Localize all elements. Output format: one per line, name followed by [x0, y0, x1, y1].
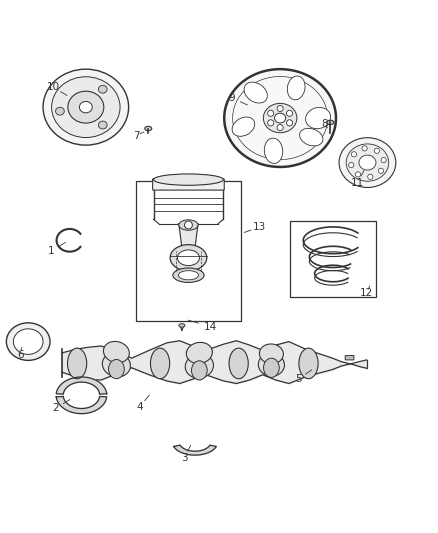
Ellipse shape [99, 121, 107, 129]
Text: 14: 14 [204, 322, 217, 332]
Ellipse shape [287, 76, 305, 100]
Ellipse shape [244, 82, 267, 103]
Ellipse shape [263, 103, 297, 133]
Ellipse shape [43, 69, 129, 145]
Circle shape [277, 106, 283, 111]
Ellipse shape [359, 155, 376, 170]
Ellipse shape [346, 144, 389, 181]
Text: 9: 9 [229, 93, 235, 103]
Ellipse shape [56, 107, 64, 115]
Ellipse shape [52, 77, 120, 138]
Ellipse shape [299, 348, 318, 379]
Bar [290, 221, 376, 297]
Ellipse shape [186, 342, 212, 364]
Ellipse shape [191, 361, 207, 380]
Ellipse shape [327, 120, 334, 125]
Ellipse shape [258, 353, 284, 376]
Circle shape [286, 120, 293, 126]
Circle shape [268, 120, 274, 126]
Ellipse shape [179, 324, 185, 327]
FancyBboxPatch shape [152, 179, 224, 190]
Ellipse shape [173, 268, 204, 282]
Ellipse shape [150, 348, 170, 379]
Text: 6: 6 [17, 350, 24, 360]
Ellipse shape [179, 220, 198, 230]
Circle shape [268, 110, 274, 116]
Ellipse shape [109, 359, 124, 379]
Circle shape [378, 168, 384, 173]
Ellipse shape [170, 245, 207, 271]
Circle shape [351, 152, 357, 157]
Ellipse shape [67, 348, 87, 379]
Ellipse shape [339, 138, 396, 188]
Bar [136, 181, 241, 321]
Ellipse shape [275, 113, 286, 123]
Text: 3: 3 [181, 453, 187, 463]
Circle shape [367, 174, 373, 180]
Ellipse shape [177, 250, 199, 265]
Circle shape [374, 148, 379, 154]
Circle shape [355, 172, 360, 177]
Text: 2: 2 [53, 403, 59, 414]
Ellipse shape [7, 323, 50, 360]
Text: 8: 8 [321, 119, 328, 129]
Polygon shape [56, 377, 107, 394]
Ellipse shape [102, 352, 131, 377]
Ellipse shape [178, 271, 198, 280]
Ellipse shape [68, 91, 104, 123]
Text: 12: 12 [360, 288, 373, 298]
Ellipse shape [264, 358, 279, 377]
Ellipse shape [306, 108, 331, 128]
Ellipse shape [99, 85, 107, 93]
Text: 1: 1 [48, 246, 54, 256]
Circle shape [349, 163, 354, 168]
Ellipse shape [264, 138, 283, 164]
Text: 4: 4 [136, 402, 143, 412]
Text: 11: 11 [351, 177, 364, 188]
FancyBboxPatch shape [345, 356, 354, 360]
Ellipse shape [229, 348, 248, 379]
Ellipse shape [79, 101, 92, 113]
Circle shape [286, 110, 293, 116]
Text: 5: 5 [295, 374, 302, 384]
Polygon shape [56, 397, 107, 414]
Ellipse shape [259, 344, 283, 364]
Ellipse shape [232, 117, 254, 136]
Ellipse shape [103, 342, 129, 363]
Ellipse shape [145, 126, 152, 131]
Circle shape [362, 146, 367, 151]
Circle shape [277, 125, 283, 131]
Ellipse shape [153, 174, 223, 185]
Polygon shape [173, 445, 216, 455]
Ellipse shape [224, 69, 336, 167]
Text: 10: 10 [46, 83, 60, 93]
Circle shape [184, 221, 192, 229]
Circle shape [381, 157, 386, 163]
Ellipse shape [13, 329, 43, 354]
Ellipse shape [185, 354, 213, 378]
Ellipse shape [300, 128, 323, 146]
Polygon shape [179, 224, 198, 251]
Text: 7: 7 [133, 131, 139, 141]
Text: 13: 13 [253, 222, 266, 232]
